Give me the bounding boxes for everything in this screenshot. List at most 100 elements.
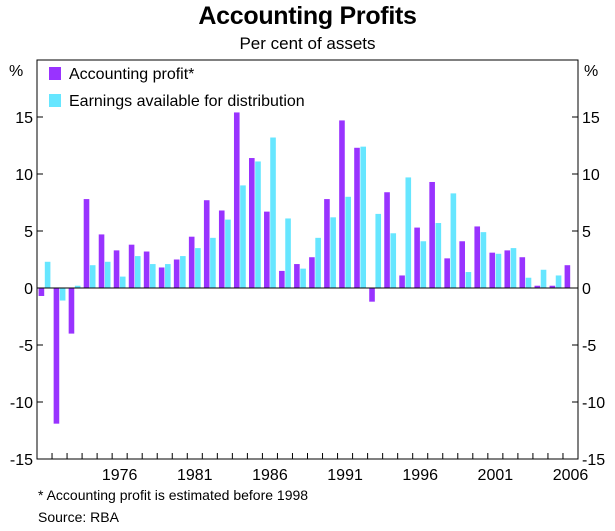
bar-accounting-profit-1975 [98,234,105,288]
y-tick-label-right: 15 [582,110,600,127]
chart-title: Accounting Profits [198,2,417,30]
y-tick-label-right: 10 [582,167,600,184]
y-tick-label-right: 5 [582,224,591,241]
bar-earnings-1993 [375,213,382,288]
bar-earnings-2005 [555,275,562,288]
bar-accounting-profit-1982 [203,200,210,288]
footnote: * Accounting profit is estimated before … [38,487,309,503]
bar-accounting-profit-2005 [549,285,556,288]
legend-swatch-earnings [49,94,61,107]
bar-accounting-profit-2002 [504,250,511,288]
bar-accounting-profit-1983 [218,210,225,288]
bar-earnings-1981 [195,248,201,288]
x-tick-label-2006: 2006 [553,467,589,484]
bar-accounting-profit-1990 [324,199,330,288]
x-tick-label-1986: 1986 [252,467,288,484]
y-tick-label-left: -10 [10,395,33,412]
bar-accounting-profit-1976 [113,250,120,288]
y-tick-label-left: 15 [15,110,33,127]
bar-earnings-1982 [210,237,216,288]
bar-earnings-1998 [450,193,457,288]
source-note: Source: RBA [38,509,119,525]
bar-earnings-1987 [285,218,291,288]
y-tick-label-left: 5 [24,224,33,241]
bar-earnings-1973 [74,285,81,288]
y-tick-label-right: -10 [582,395,605,412]
legend-label-accounting-profit: Accounting profit* [69,66,194,83]
bar-accounting-profit-1994 [384,192,390,288]
y-tick-label-left: -5 [19,338,33,355]
bar-accounting-profit-1996 [414,227,420,288]
x-tick-label-1996: 1996 [402,467,438,484]
bar-earnings-1991 [345,196,351,288]
bar-earnings-1995 [405,177,412,288]
y-axis-unit-right: % [584,63,598,80]
bar-accounting-profit-1979 [158,267,165,288]
bar-earnings-1994 [390,233,397,288]
bar-accounting-profit-1991 [339,120,345,288]
legend-label-earnings: Earnings available for distribution [69,93,305,110]
bar-accounting-profit-1998 [444,258,450,288]
bar-accounting-profit-1978 [143,251,150,288]
bar-earnings-2000 [480,232,487,288]
bar-accounting-profit-1985 [249,158,255,288]
bar-earnings-1979 [165,264,171,288]
legend: Accounting profit* Earnings available fo… [49,66,305,110]
x-tick-label-1981: 1981 [177,467,213,484]
bar-earnings-1974 [89,265,96,288]
bar-earnings-1971 [44,261,51,288]
bar-accounting-profit-1999 [459,241,465,288]
bar-accounting-profit-1981 [188,236,195,288]
bar-accounting-profit-1992 [354,147,360,288]
y-tick-label-right: -15 [582,452,605,469]
bar-earnings-2004 [540,269,547,288]
bar-earnings-1986 [270,137,276,288]
bar-earnings-1988 [300,268,306,288]
bar-earnings-1977 [134,256,141,288]
bar-accounting-profit-1987 [279,270,285,288]
chart-subtitle: Per cent of assets [239,34,376,53]
axes-group: 15 15 10 10 5 5 0 0 -5 -5 -10 -10 -15 -15 1976 1981 1986… [10,59,605,484]
bar-accounting-profit-2006 [564,265,571,288]
bar-earnings-1999 [465,272,472,288]
bar-accounting-profit-1974 [83,199,90,288]
bar-accounting-profit-1993 [369,288,375,302]
bar-accounting-profit-2003 [519,257,526,288]
y-tick-label-left: -15 [10,452,33,469]
bar-earnings-1984 [240,185,246,288]
bar-earnings-1972 [59,288,66,301]
y-tick-label-left: 10 [15,167,33,184]
x-tick-label-2001: 2001 [478,467,514,484]
y-tick-label-right: 0 [582,281,591,298]
bar-accounting-profit-1971 [38,288,45,296]
bar-accounting-profit-1973 [68,288,75,334]
bar-accounting-profit-1988 [294,264,300,288]
bar-group [38,112,577,424]
bar-earnings-1985 [255,161,261,288]
bar-earnings-1978 [150,264,156,288]
bar-earnings-1989 [315,237,321,288]
bar-earnings-2003 [525,277,532,288]
bar-accounting-profit-1986 [264,211,270,288]
legend-swatch-accounting-profit [49,67,61,80]
bar-earnings-1990 [330,217,336,288]
x-tick-label-1991: 1991 [327,467,363,484]
bar-accounting-profit-2001 [489,252,496,288]
y-axis-unit-left: % [9,63,23,80]
bar-earnings-1997 [435,223,442,288]
bar-earnings-1980 [180,256,186,288]
bar-accounting-profit-1977 [128,244,135,288]
bar-accounting-profit-1980 [173,259,180,288]
bar-accounting-profit-1989 [309,257,315,288]
bar-accounting-profit-2000 [474,226,481,288]
y-tick-label-left: 0 [24,281,33,298]
bar-accounting-profit-1984 [233,112,240,288]
bar-accounting-profit-1997 [429,181,435,288]
x-tick-label-1976: 1976 [102,467,138,484]
bar-earnings-2002 [510,248,517,288]
bar-accounting-profit-1995 [399,275,405,288]
bar-accounting-profit-1972 [53,288,60,424]
bar-accounting-profit-2004 [534,285,541,288]
bar-earnings-1976 [119,276,126,288]
